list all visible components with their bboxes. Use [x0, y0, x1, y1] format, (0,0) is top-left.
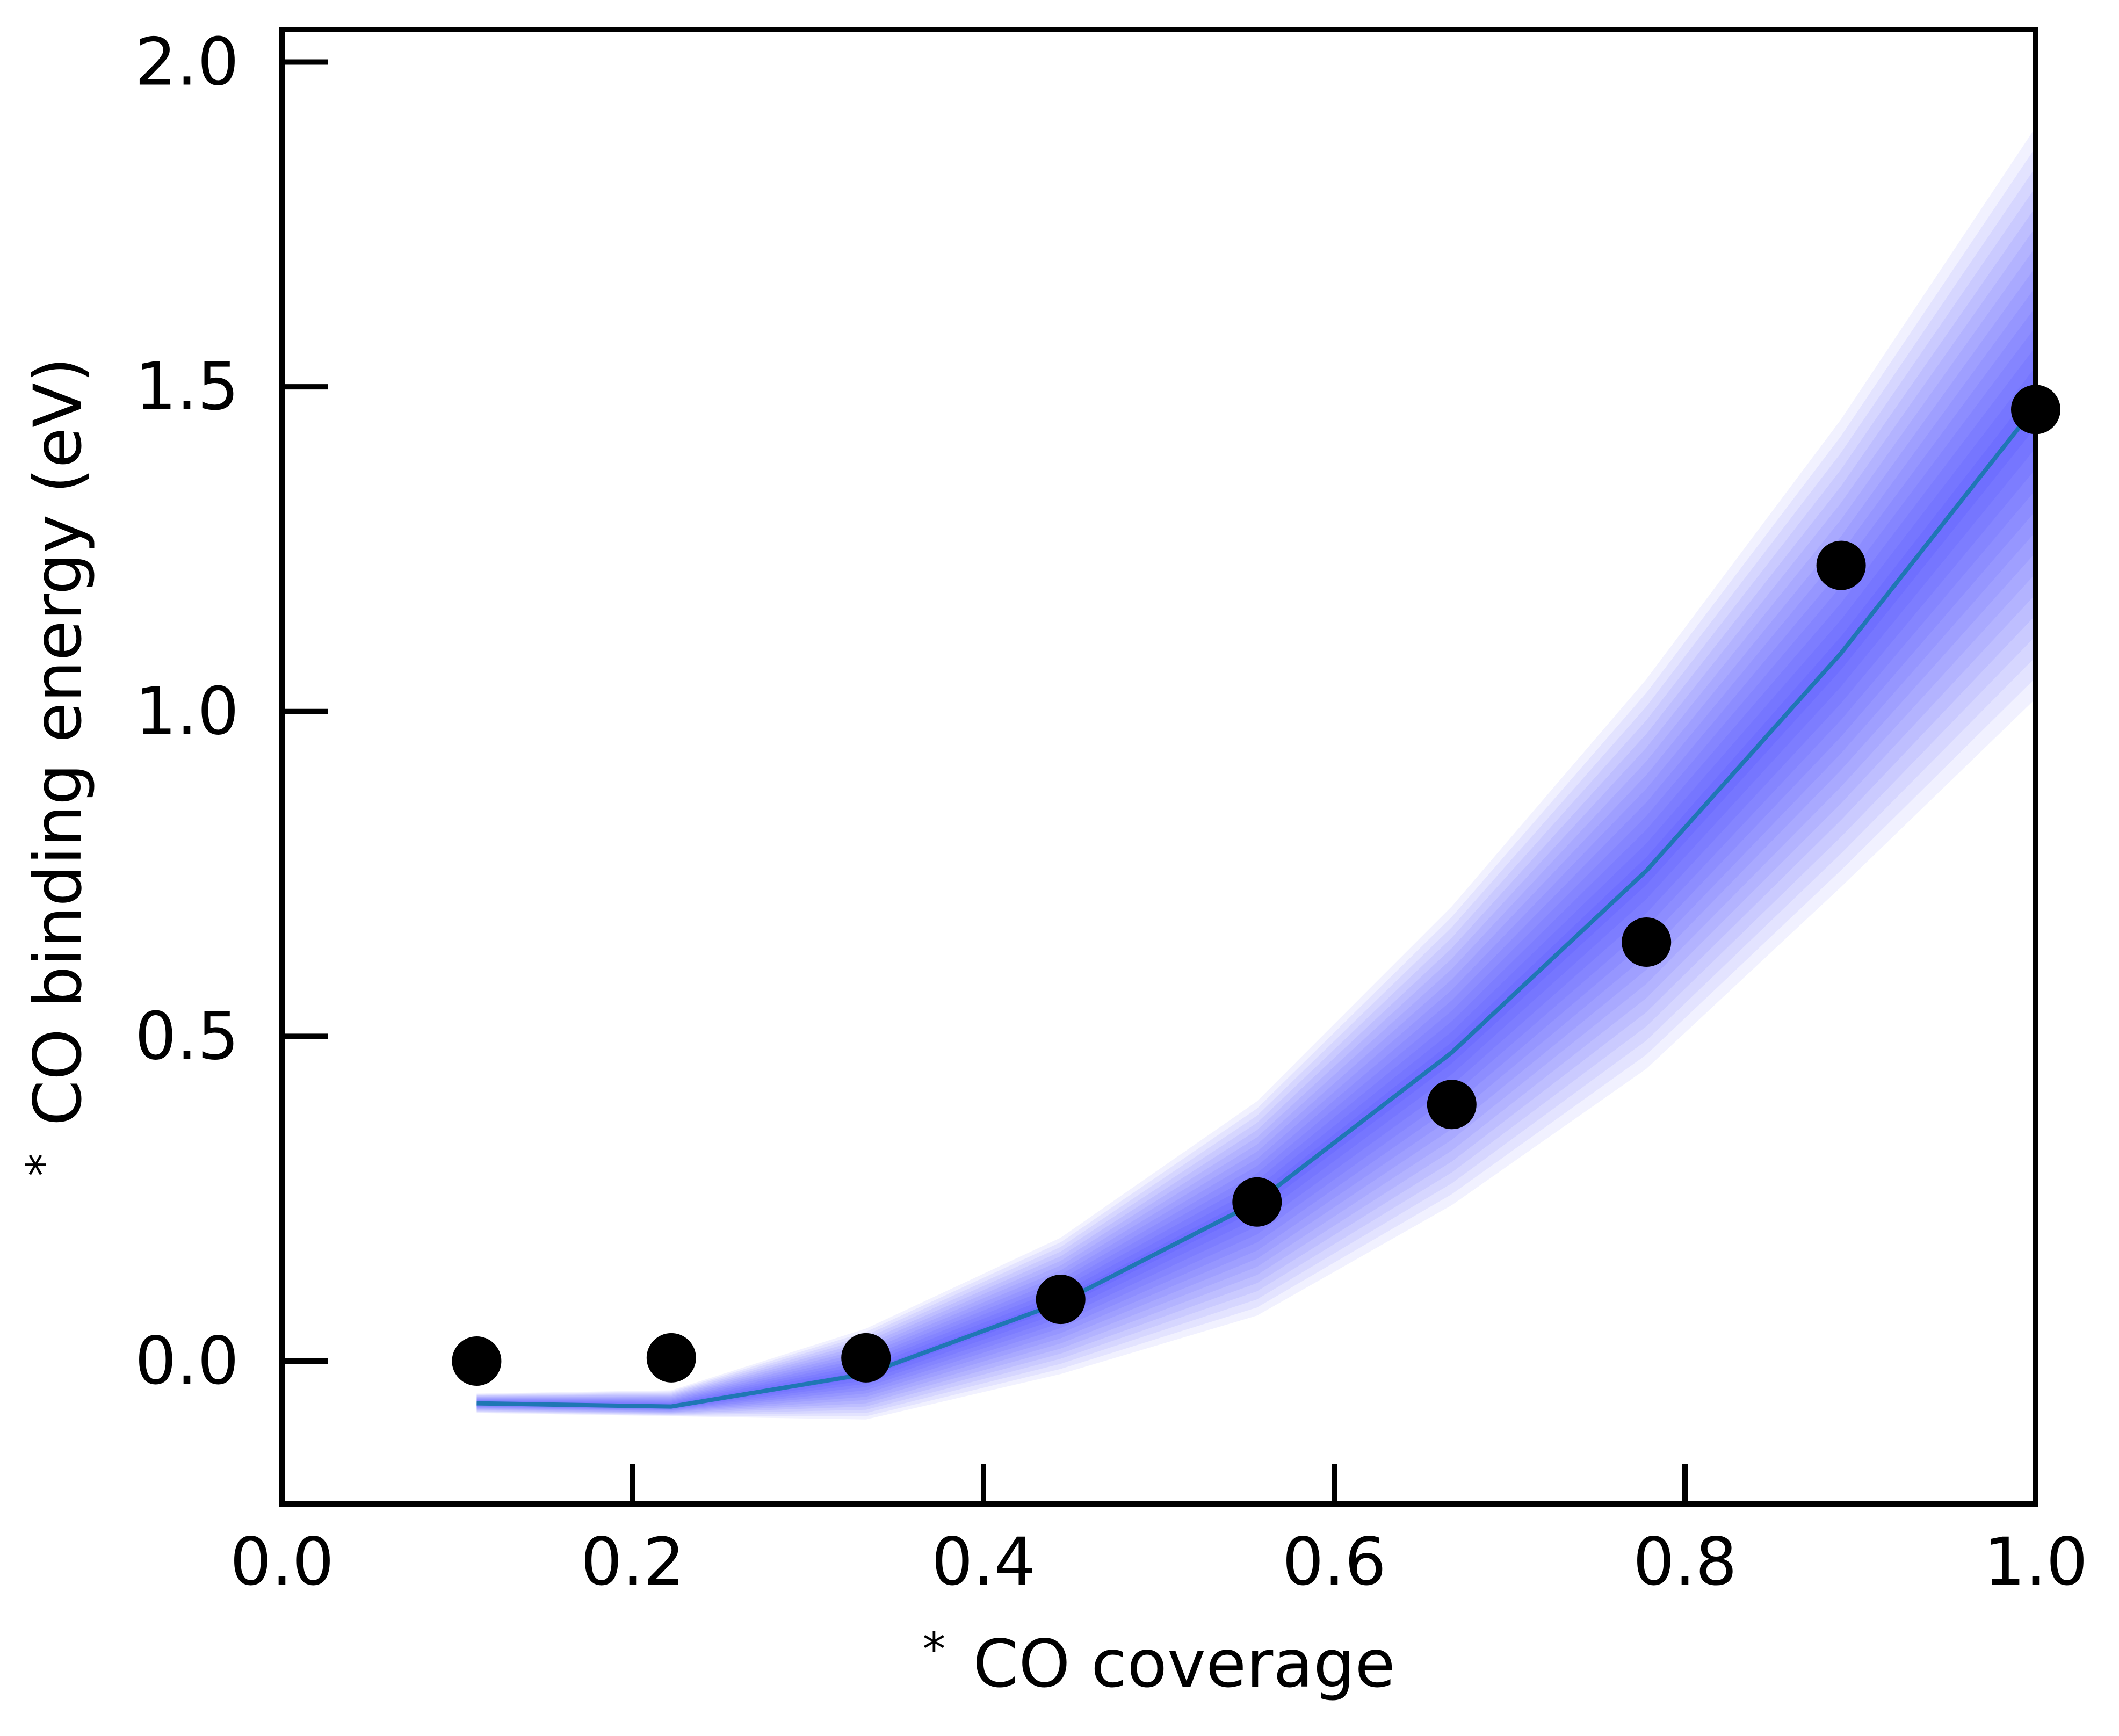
data-point: [841, 1333, 891, 1383]
y-tick-label: 1.5: [135, 349, 239, 425]
data-point: [646, 1333, 696, 1383]
y-axis-title: * CO binding energy (eV): [0, 357, 96, 1176]
data-point: [1232, 1177, 1282, 1227]
y-tick-label: 0.5: [135, 998, 239, 1074]
uncertainty-band: [476, 227, 2036, 1413]
x-tick-label: 0.0: [230, 1524, 334, 1600]
uncertainty-band: [476, 186, 2036, 1414]
y-tick-label: 0.0: [135, 1323, 239, 1399]
ticks-layer: 0.0 0.2 0.4 0.6 0.8 1.0 0.0 0.5 1.0 1.5 2.0: [135, 24, 2088, 1600]
data-point: [452, 1336, 502, 1386]
data-point: [1622, 917, 1672, 967]
data-point: [1427, 1080, 1477, 1130]
uncertainty-band: [476, 167, 2036, 1415]
x-tick-label: 0.6: [1282, 1524, 1386, 1600]
x-axis-title-prefix: *: [922, 1623, 945, 1676]
data-point: [1816, 540, 1866, 590]
plot-frame: [279, 27, 2038, 1507]
y-tick-label: 1.0: [135, 674, 239, 750]
y-axis-title-text: CO binding energy (eV): [20, 357, 96, 1126]
y-axis-title-prefix: *: [17, 1153, 70, 1176]
uncertainty-band: [476, 207, 2036, 1414]
x-tick-label: 1.0: [1984, 1524, 2088, 1600]
x-axis-title: * CO coverage: [922, 1604, 1395, 1702]
x-tick-label: 0.4: [931, 1524, 1036, 1600]
data-points-layer: [452, 385, 2060, 1386]
x-tick-label: 0.2: [581, 1524, 685, 1600]
uncertainty-band: [476, 127, 2036, 1420]
y-tick-label: 2.0: [135, 24, 239, 100]
data-point: [1036, 1275, 1086, 1325]
x-tick-label: 0.8: [1633, 1524, 1737, 1600]
x-axis-title-text: CO coverage: [973, 1626, 1395, 1702]
